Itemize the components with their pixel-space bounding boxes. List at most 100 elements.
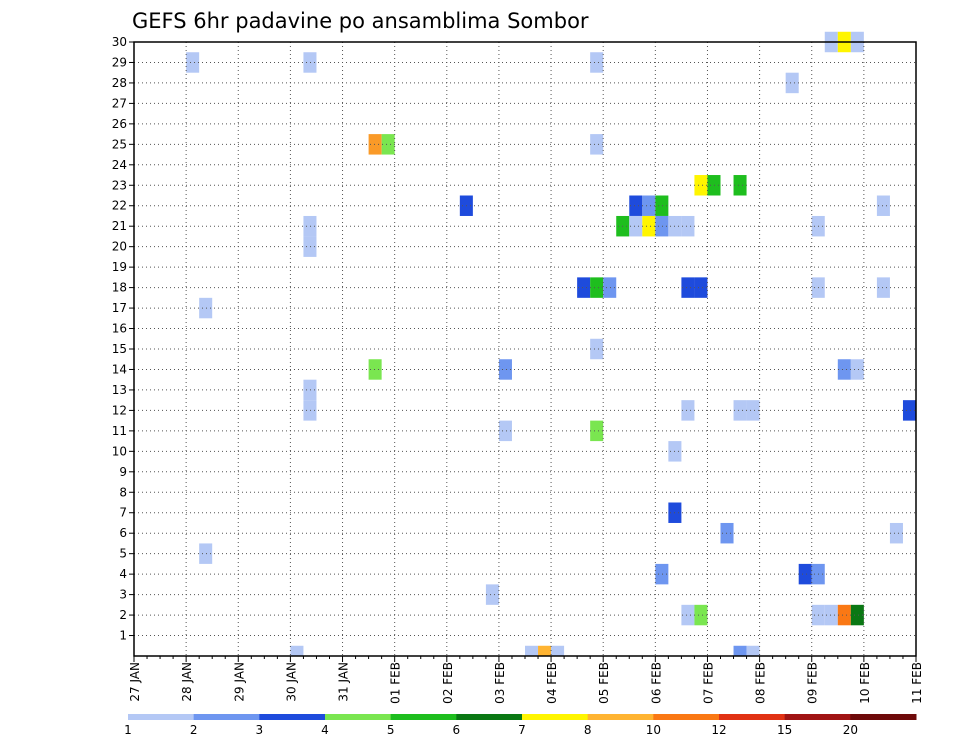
heatmap-cell (303, 379, 317, 401)
legend-label: 1 (124, 723, 132, 737)
y-tick-label: 14 (112, 362, 127, 376)
heatmap-cell (590, 420, 604, 442)
y-tick-label: 25 (112, 137, 127, 151)
legend-swatch (390, 714, 457, 720)
legend-swatch (784, 714, 851, 720)
heatmap-cell (681, 400, 695, 421)
y-tick-label: 5 (119, 547, 127, 561)
legend-label: 7 (518, 723, 526, 737)
y-axis: 1234567891011121314151617181920212223242… (112, 35, 134, 643)
x-tick-label: 02 FEB (441, 662, 455, 704)
heatmap-cell (368, 359, 382, 380)
y-tick-label: 24 (112, 158, 127, 172)
legend-swatch (456, 714, 523, 720)
heatmap-cell (303, 52, 317, 73)
heatmap-cell (681, 604, 695, 626)
y-tick-label: 22 (112, 199, 127, 213)
heatmap-cell (837, 604, 851, 626)
y-tick-label: 29 (112, 55, 127, 69)
heatmap-cell (694, 277, 708, 298)
legend-swatch (587, 714, 654, 720)
y-tick-label: 28 (112, 76, 127, 90)
legend-swatch (325, 714, 392, 720)
chart-title: GEFS 6hr padavine po ansamblima Sombor (132, 9, 589, 33)
color-legend: 1 2 3 4 5 6 7 8 10 12 15 20 (124, 714, 917, 737)
heatmap-cell (538, 645, 552, 656)
legend-label: 12 (711, 723, 726, 737)
legend-swatch (259, 714, 326, 720)
legend-label: 6 (453, 723, 461, 737)
y-tick-label: 11 (112, 424, 127, 438)
heatmap-cell (733, 400, 747, 421)
heatmap-cell (889, 522, 903, 544)
legend-label: 2 (190, 723, 198, 737)
legend-label: 15 (777, 723, 792, 737)
x-tick-label: 04 FEB (545, 662, 559, 704)
y-tick-label: 15 (112, 342, 127, 356)
heatmap-cell (498, 420, 512, 442)
heatmap-cell (303, 400, 317, 421)
heatmap-cell (694, 175, 708, 196)
heatmap-cell (681, 277, 695, 298)
legend-label: 8 (584, 723, 592, 737)
heatmap-cell (733, 645, 747, 656)
x-tick-label: 01 FEB (389, 662, 403, 704)
heatmap-cell (590, 134, 604, 155)
heatmap-cell (746, 645, 760, 656)
heatmap-cell (629, 215, 643, 237)
heatmap-cell (590, 52, 604, 73)
heatmap-cell (850, 359, 864, 380)
y-tick-label: 6 (119, 526, 127, 540)
x-tick-label: 28 JAN (180, 662, 194, 702)
x-tick-label: 11 FEB (910, 662, 924, 704)
legend-label: 3 (256, 723, 264, 737)
x-tick-label: 31 JAN (337, 662, 351, 702)
legend-label: 20 (843, 723, 858, 737)
heatmap-cell (199, 543, 213, 564)
y-tick-label: 9 (119, 465, 127, 479)
heatmap-cell (798, 563, 812, 585)
heatmap-cell (642, 215, 656, 237)
heatmap-cell (876, 277, 890, 298)
heatmap-cell (837, 359, 851, 380)
heatmap-cell (551, 645, 565, 656)
heatmap-cell (824, 604, 838, 626)
y-tick-label: 13 (112, 383, 127, 397)
heatmap-cell (186, 52, 200, 73)
heatmap-cell (642, 195, 656, 216)
x-tick-label: 03 FEB (493, 662, 507, 704)
x-tick-label: 30 JAN (284, 662, 298, 702)
heatmap-cell (733, 175, 747, 196)
y-tick-label: 10 (112, 444, 127, 458)
y-tick-label: 19 (112, 260, 127, 274)
heatmap-cell (681, 215, 695, 237)
heatmap-cell (785, 72, 799, 94)
legend-swatch (193, 714, 260, 720)
y-tick-label: 21 (112, 219, 127, 233)
x-tick-label: 09 FEB (806, 662, 820, 704)
x-tick-label: 06 FEB (649, 662, 663, 704)
heatmap-cell (590, 338, 604, 360)
heatmap-cell (590, 277, 604, 298)
heatmap-cell (746, 400, 760, 421)
heatmap-cell (629, 195, 643, 216)
heatmap-cells (186, 31, 916, 656)
y-tick-label: 7 (119, 506, 127, 520)
y-tick-label: 27 (112, 96, 127, 110)
heatmap-cell (199, 297, 213, 319)
y-tick-label: 18 (112, 281, 127, 295)
heatmap-cell (498, 359, 512, 380)
y-tick-label: 1 (119, 629, 127, 643)
y-tick-label: 20 (112, 240, 127, 254)
heatmap-cell (850, 604, 864, 626)
y-tick-label: 12 (112, 403, 127, 417)
x-tick-label: 29 JAN (232, 662, 246, 702)
y-tick-label: 2 (119, 608, 127, 622)
heatmap-cell (577, 277, 591, 298)
x-tick-label: 07 FEB (701, 662, 715, 704)
y-tick-label: 17 (112, 301, 127, 315)
heatmap-cell (381, 134, 395, 155)
heatmap-cell (485, 584, 499, 605)
y-tick-label: 26 (112, 117, 127, 131)
